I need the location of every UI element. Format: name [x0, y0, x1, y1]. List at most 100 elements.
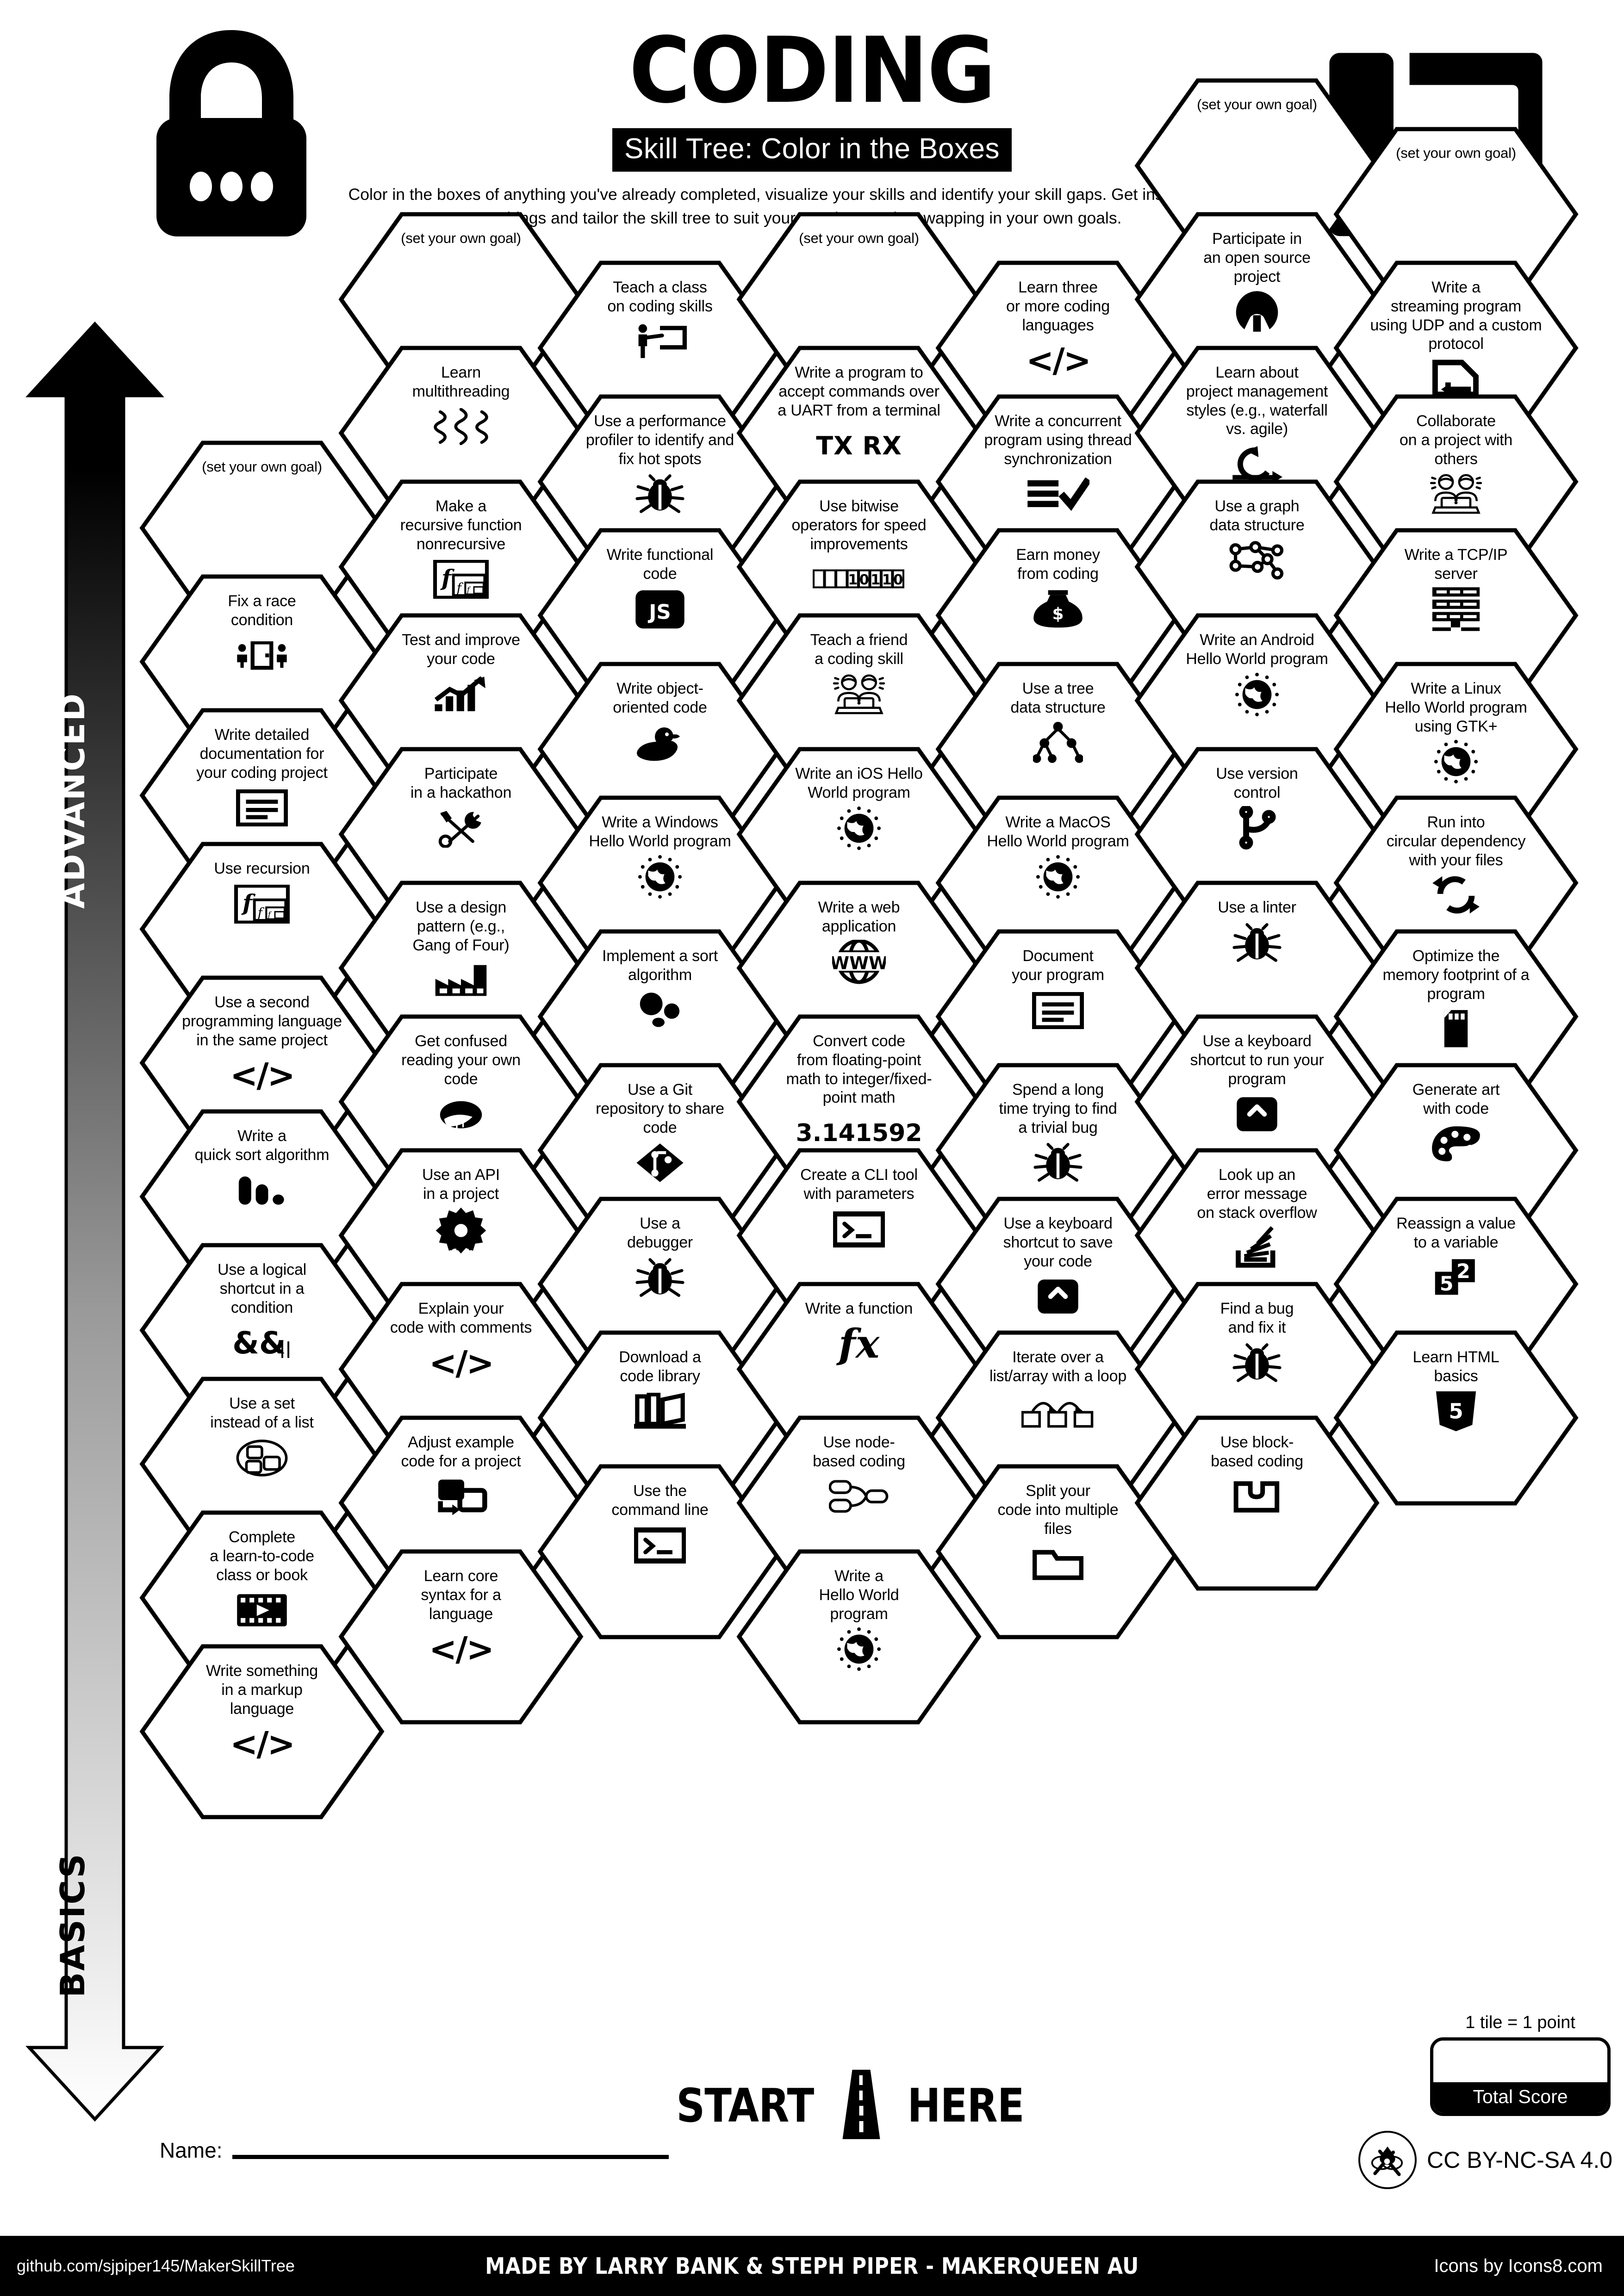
page-header: CODING Skill Tree: Color in the Boxes Co…	[0, 0, 1624, 292]
skill-tile[interactable]: Document your program	[935, 928, 1181, 1105]
skill-tile[interactable]: Write a streaming program using UDP and …	[1333, 260, 1579, 437]
skill-tile-label: Download a code library	[619, 1348, 701, 1385]
total-score-box[interactable]: Total Score	[1430, 2037, 1611, 2116]
skill-tile-label: Iterate over a list/array with a loop	[989, 1348, 1127, 1385]
footer-repo-link[interactable]: github.com/sjpiper145/MakerSkillTree	[17, 2256, 295, 2275]
skill-tile[interactable]: Write a MacOS Hello World program	[935, 794, 1181, 972]
footer-credit: MADE BY LARRY BANK & STEPH PIPER - MAKER…	[485, 2253, 1139, 2279]
skill-tile[interactable]: Use a design pattern (e.g., Gang of Four…	[338, 880, 584, 1057]
skill-tile[interactable]: Learn three or more coding languages </>	[935, 260, 1181, 437]
skill-tile[interactable]: Write an Android Hello World program	[1134, 612, 1380, 789]
skill-tile-label: Use an API in a project	[422, 1166, 500, 1203]
skill-tile[interactable]: Use a set instead of a list	[139, 1376, 385, 1553]
skill-tile[interactable]: Use the command line	[537, 1463, 783, 1640]
skill-tile[interactable]: Adjust example code for a project	[338, 1415, 584, 1592]
skill-tile[interactable]: Use node- based coding	[736, 1415, 982, 1592]
skill-tile[interactable]: Make a recursive function nonrecursive f f…	[338, 478, 584, 656]
teacher-icon	[633, 321, 687, 363]
skill-tile[interactable]: Get confused reading your own code	[338, 1013, 584, 1191]
skill-tile[interactable]: Write a Windows Hello World program	[537, 794, 783, 972]
skill-tile-label: Use a performance profiler to identify a…	[585, 412, 734, 468]
skill-tile-label: Participate in an open source project	[1203, 230, 1311, 285]
skill-tile[interactable]: Use a Git repository to share code	[537, 1062, 783, 1239]
skill-tile[interactable]: Find a bug and fix it	[1134, 1281, 1380, 1458]
skill-tile[interactable]: Participate in an open source project	[1134, 211, 1380, 388]
skill-tile[interactable]: Test and improve your code	[338, 612, 584, 789]
skill-tile[interactable]: Spend a long time trying to find a trivi…	[935, 1062, 1181, 1239]
globe-icon	[836, 806, 882, 850]
skill-tile[interactable]: Teach a class on coding skills	[537, 260, 783, 437]
skill-tile[interactable]: Learn about project management styles (e…	[1134, 345, 1380, 522]
set-shapes-icon	[236, 1437, 288, 1479]
skill-tile[interactable]: Use a tree data structure	[935, 661, 1181, 838]
code-brackets-icon: </>	[230, 1056, 295, 1095]
skill-tile-label: Split your code into multiple files	[997, 1482, 1119, 1538]
skill-tile-label: Generate art with code	[1412, 1081, 1500, 1117]
skill-tile-label: Implement a sort algorithm	[602, 947, 718, 984]
skill-tile-label: Write a TCP/IP server	[1404, 546, 1508, 583]
skill-tile[interactable]: Learn core syntax for a language </>	[338, 1548, 584, 1725]
skill-tile-label: Test and improve your code	[402, 631, 520, 668]
skill-tile[interactable]: Fix a race condition	[139, 573, 385, 751]
skill-tile[interactable]: Implement a sort algorithm	[537, 928, 783, 1105]
skill-tile-label: Use a second programming language in the…	[182, 993, 342, 1049]
svg-text:1: 1	[882, 572, 892, 589]
skill-tile[interactable]: Complete a learn-to-code class or book	[139, 1509, 385, 1687]
name-input-line[interactable]	[232, 2155, 669, 2159]
score-value-field[interactable]	[1433, 2041, 1607, 2082]
skill-tile-label: Use recursion	[214, 860, 310, 877]
skill-tile[interactable]: Use block- based coding	[1134, 1415, 1380, 1592]
skill-tile[interactable]: Write a Hello World program	[736, 1548, 982, 1725]
graph-structure-icon	[1229, 540, 1285, 582]
skill-tile-label: Write detailed documentation for your co…	[196, 726, 328, 782]
sort-bars-icon	[236, 1169, 287, 1212]
footer-icons-credit[interactable]: Icons by Icons8.com	[1434, 2255, 1603, 2276]
skill-tile[interactable]: Write something in a markup language </>	[139, 1643, 385, 1820]
logical-and-icon: && ||	[232, 1325, 292, 1361]
skill-tile[interactable]: Learn HTML basics 5	[1333, 1329, 1579, 1507]
skill-tile-label: Write a MacOS Hello World program	[987, 813, 1129, 850]
tree-structure-icon	[1033, 721, 1083, 764]
svg-text:1: 1	[871, 572, 880, 589]
skill-tile[interactable]: Write a web application WWW	[736, 880, 982, 1057]
skill-tile[interactable]: Write functional code JS	[537, 527, 783, 704]
skill-tile[interactable]: Write a concurrent program using thread …	[935, 393, 1181, 571]
money-bag-icon: $	[1033, 588, 1083, 631]
bug-icon	[1230, 1342, 1284, 1384]
tx-rx-icon: TX RX	[816, 431, 902, 460]
skill-tile[interactable]: Explain your code with comments </>	[338, 1281, 584, 1458]
skill-tile-label: Learn core syntax for a language	[421, 1567, 501, 1623]
skill-tile[interactable]: Write detailed documentation for your co…	[139, 707, 385, 884]
skill-tile-set-your-own-goal[interactable]: (set your own goal)	[338, 211, 584, 388]
skill-tile[interactable]: Write a TCP/IP server	[1333, 527, 1579, 704]
skill-tile[interactable]: Look up an error message on stack overfl…	[1134, 1147, 1380, 1324]
skill-tile-label: Use block- based coding	[1211, 1433, 1303, 1470]
skill-tile[interactable]: Use a performance profiler to identify a…	[537, 393, 783, 571]
svg-text:0: 0	[893, 572, 903, 589]
globe-icon	[637, 855, 683, 899]
skill-tile[interactable]: Convert code from floating-point math to…	[736, 1013, 982, 1191]
start-here-marker: START HERE	[673, 2069, 1025, 2140]
name-field-row[interactable]: Name:	[160, 2138, 669, 2163]
name-label: Name:	[160, 2138, 223, 2162]
skill-tile[interactable]: Use a keyboard shortcut to save your cod…	[935, 1196, 1181, 1373]
skill-tile[interactable]: Use a second programming language in the…	[139, 974, 385, 1152]
skill-tile-label: Collaborate on a project with others	[1399, 412, 1513, 468]
skill-tile-label: Fix a race condition	[228, 592, 296, 629]
skill-tile-label: Use a keyboard shortcut to run your prog…	[1190, 1032, 1324, 1088]
skill-tile[interactable]: Split your code into multiple files	[935, 1463, 1181, 1640]
skill-tile-label: Adjust example code for a project	[401, 1433, 521, 1470]
svg-text:f: f	[456, 580, 464, 596]
document-lines-icon	[236, 787, 288, 829]
skill-tile[interactable]: Use a debugger	[537, 1196, 783, 1373]
skill-tile-label: Get confused reading your own code	[401, 1032, 521, 1088]
skill-tile[interactable]: Use a keyboard shortcut to run your prog…	[1134, 1013, 1380, 1191]
skill-tile[interactable]: Use version control	[1134, 746, 1380, 923]
stack-overflow-icon	[1232, 1226, 1282, 1269]
skill-tile[interactable]: Write a function fx	[736, 1281, 982, 1458]
skill-tile-label: Use a logical shortcut in a condition	[217, 1261, 307, 1316]
skill-tile[interactable]: Reassign a value to a variable 2 5	[1333, 1196, 1579, 1373]
skill-tile[interactable]: Use a linter	[1134, 880, 1380, 1057]
